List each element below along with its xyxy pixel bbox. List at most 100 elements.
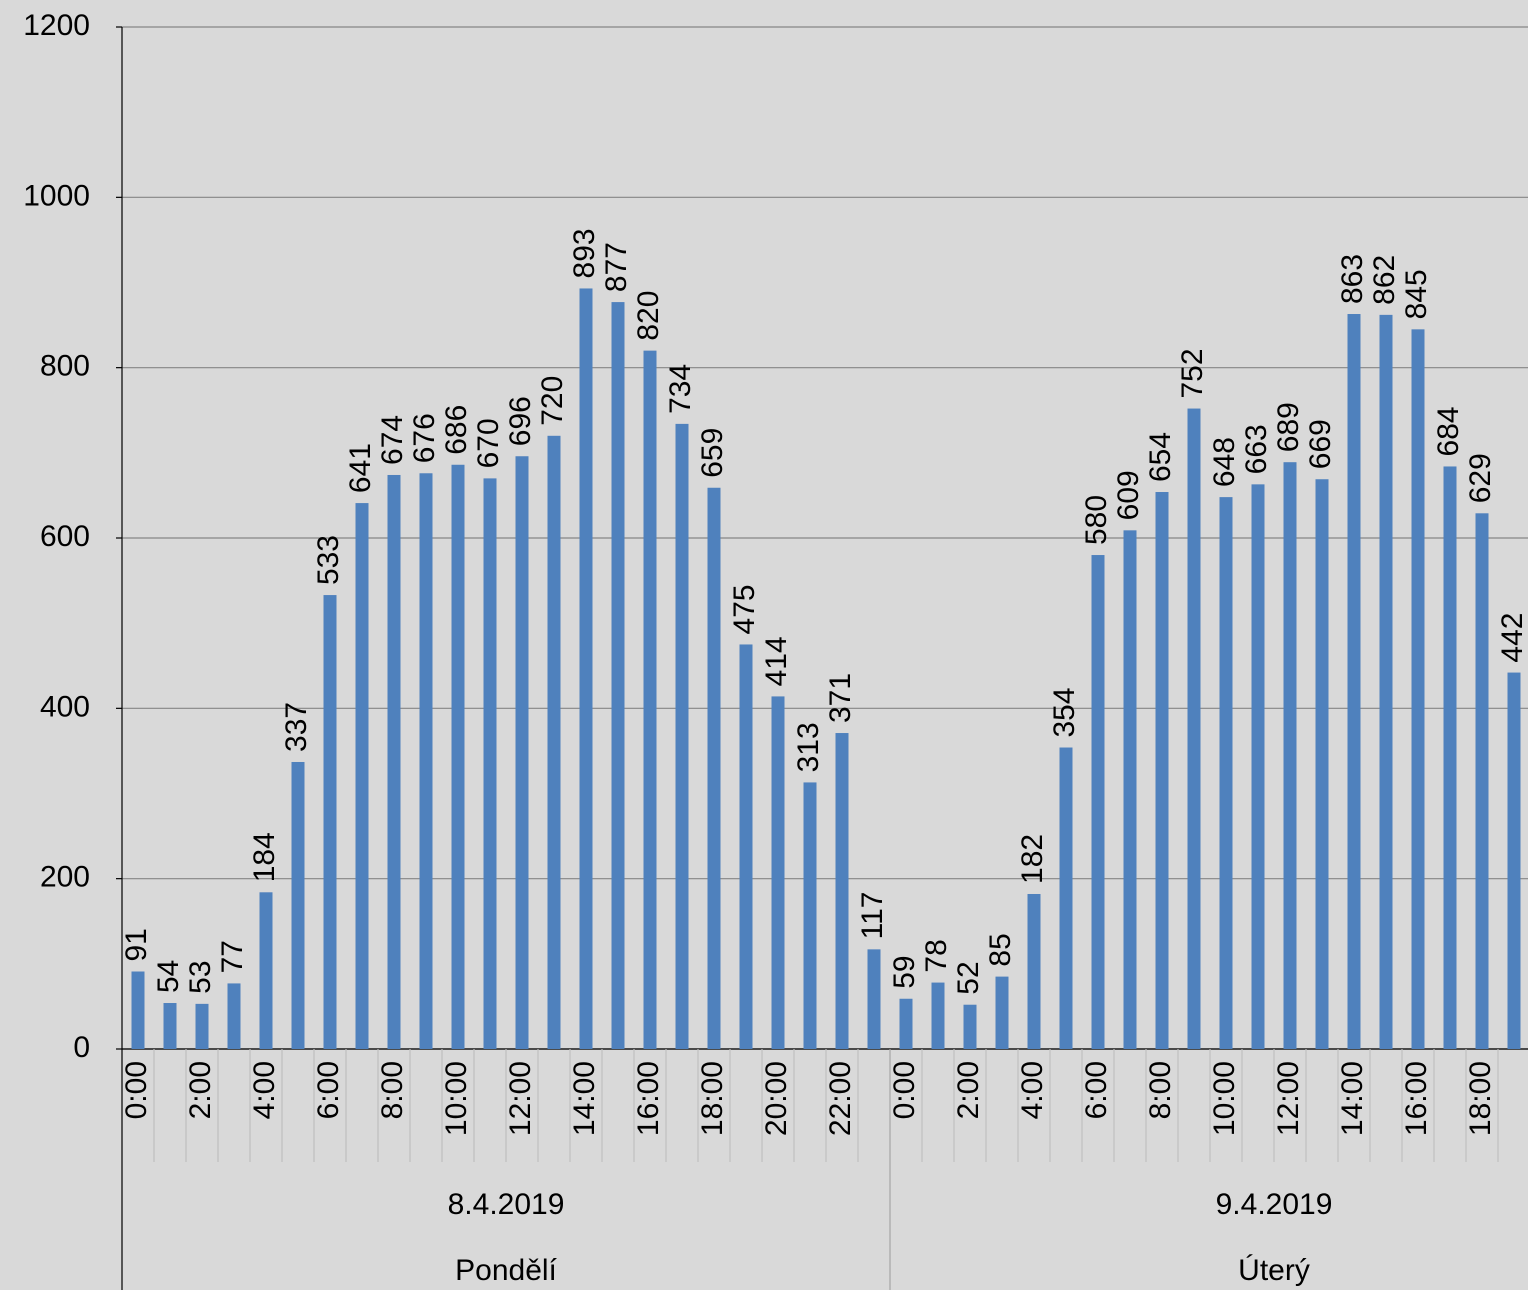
x-tick-label: 20:00 (760, 1061, 793, 1136)
data-label: 117 (856, 892, 889, 940)
data-label: 734 (664, 364, 697, 414)
x-tick-label: 10:00 (440, 1061, 473, 1136)
bar (195, 1003, 209, 1049)
bar (1219, 497, 1233, 1049)
bar (1123, 530, 1137, 1049)
x-tick-label: 14:00 (1336, 1061, 1369, 1136)
data-label: 533 (312, 535, 345, 585)
x-tick-label: 0:00 (120, 1061, 153, 1119)
data-label: 669 (1304, 419, 1337, 469)
bar (1315, 479, 1329, 1049)
bar (387, 474, 401, 1049)
bar (899, 998, 913, 1049)
y-tick-label: 400 (40, 690, 90, 723)
data-label: 53 (184, 960, 217, 993)
data-label: 59 (888, 955, 921, 988)
y-tick-label: 0 (73, 1031, 90, 1064)
x-tick-label: 12:00 (504, 1061, 537, 1136)
data-label: 877 (600, 242, 633, 292)
data-label: 52 (952, 961, 985, 994)
data-label: 475 (728, 584, 761, 634)
data-label: 629 (1464, 453, 1497, 503)
data-label: 371 (824, 673, 857, 723)
group-day: Úterý (1238, 1254, 1310, 1287)
x-tick-label: 10:00 (1208, 1061, 1241, 1136)
data-label: 78 (920, 939, 953, 972)
group-date: 9.4.2019 (1216, 1188, 1333, 1221)
bar (835, 733, 849, 1049)
x-tick-label: 8:00 (376, 1061, 409, 1119)
data-label: 820 (632, 291, 665, 341)
group-day: Pondělí (455, 1254, 557, 1287)
bar (1251, 484, 1265, 1050)
data-label: 686 (440, 405, 473, 455)
data-label: 696 (504, 396, 537, 446)
y-tick-label: 1000 (23, 179, 90, 212)
bar (1475, 513, 1489, 1049)
bar (1155, 492, 1169, 1049)
data-label: 182 (1016, 834, 1049, 884)
bar (1187, 408, 1201, 1050)
bar (995, 976, 1009, 1049)
x-tick-label: 6:00 (312, 1061, 345, 1119)
y-tick-label: 1200 (23, 9, 90, 42)
bar (1059, 747, 1073, 1049)
bar (803, 782, 817, 1049)
x-tick-label: 6:00 (1080, 1061, 1113, 1119)
data-label: 337 (280, 702, 313, 752)
data-label: 54 (152, 960, 185, 993)
x-tick-label: 2:00 (952, 1061, 985, 1119)
y-tick-label: 800 (40, 350, 90, 383)
y-tick-label: 200 (40, 861, 90, 894)
bar (451, 464, 465, 1049)
data-label: 862 (1368, 255, 1401, 305)
data-label: 654 (1144, 432, 1177, 482)
x-tick-label: 4:00 (1016, 1061, 1049, 1119)
bar (1347, 314, 1361, 1049)
bar (707, 487, 721, 1049)
x-tick-label: 22:00 (824, 1061, 857, 1136)
data-label: 414 (760, 636, 793, 686)
bar (1411, 329, 1425, 1049)
x-tick-label: 0:00 (888, 1061, 921, 1119)
group-date: 8.4.2019 (448, 1188, 565, 1221)
bar (163, 1003, 177, 1049)
data-label: 659 (696, 428, 729, 478)
bar (1507, 672, 1521, 1049)
x-tick-label: 18:00 (1464, 1061, 1497, 1136)
bar (291, 761, 305, 1049)
x-tick-label: 12:00 (1272, 1061, 1305, 1136)
bar (515, 456, 529, 1049)
data-label: 663 (1240, 424, 1273, 474)
data-label: 670 (472, 418, 505, 468)
bar (1027, 893, 1041, 1049)
y-tick-label: 600 (40, 520, 90, 553)
bar (867, 949, 881, 1049)
data-label: 689 (1272, 402, 1305, 452)
data-label: 580 (1080, 495, 1113, 545)
data-label: 845 (1400, 269, 1433, 319)
x-tick-label: 14:00 (568, 1061, 601, 1136)
bar (739, 644, 753, 1049)
data-label: 641 (344, 443, 377, 493)
bar (483, 478, 497, 1050)
bar (227, 983, 241, 1049)
bar (579, 288, 593, 1049)
bar (643, 350, 657, 1050)
x-tick-label: 8:00 (1144, 1061, 1177, 1119)
bar (131, 971, 145, 1049)
data-label: 752 (1176, 348, 1209, 398)
data-label: 77 (216, 940, 249, 973)
data-label: 313 (792, 722, 825, 772)
x-tick-label: 2:00 (184, 1061, 217, 1119)
bar (1091, 555, 1105, 1049)
x-tick-label: 4:00 (248, 1061, 281, 1119)
x-tick-label: 16:00 (632, 1061, 665, 1136)
data-label: 184 (248, 832, 281, 882)
bar (771, 696, 785, 1049)
data-label: 442 (1496, 613, 1528, 663)
bar (611, 302, 625, 1049)
data-label: 85 (984, 933, 1017, 966)
